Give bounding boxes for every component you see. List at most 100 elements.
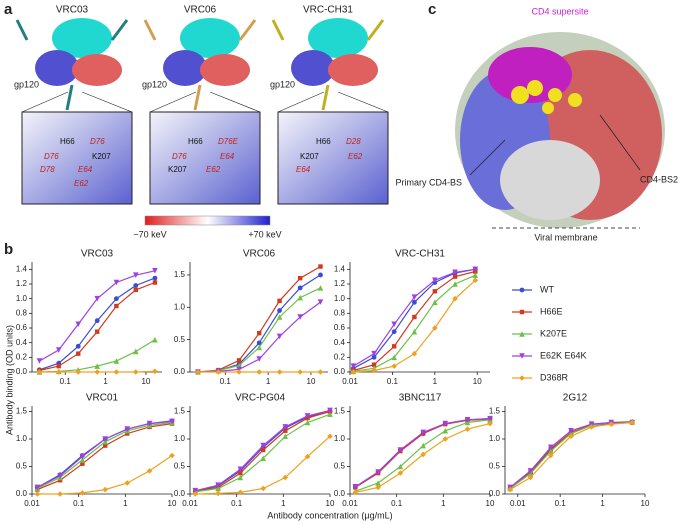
point <box>256 340 262 346</box>
point <box>317 299 324 305</box>
point <box>55 369 62 375</box>
point <box>113 358 120 364</box>
y-tick-label: 1.0 <box>334 294 346 303</box>
zoom-lines <box>149 91 261 113</box>
point <box>124 480 131 486</box>
point <box>79 457 86 463</box>
point <box>276 314 283 320</box>
point <box>487 420 493 427</box>
legend-label: H66E <box>540 306 563 316</box>
point <box>391 354 397 361</box>
y-tick-label: 1.4 <box>334 264 346 273</box>
point <box>132 272 139 278</box>
point <box>95 329 100 334</box>
series-line <box>39 281 156 372</box>
point <box>318 264 323 269</box>
gp120 <box>72 54 122 86</box>
pointer <box>599 114 641 171</box>
point <box>152 368 158 375</box>
point <box>276 369 283 375</box>
chart-title: 3BNC117 <box>399 393 442 404</box>
point <box>260 455 266 462</box>
point <box>94 318 100 324</box>
x-tick-label: 10 <box>486 499 495 508</box>
y-tick-label: 0.2 <box>334 352 346 361</box>
y-tick-label: 0.0 <box>334 367 346 376</box>
point <box>146 468 153 474</box>
x-tick-label: 1 <box>441 499 446 508</box>
point <box>397 447 404 453</box>
x-tick-label: 0.1 <box>60 377 72 386</box>
antibody <box>52 18 112 58</box>
antibody <box>180 18 240 58</box>
x-tick-label: 10 <box>307 377 316 386</box>
y-tick-label: 1.5 <box>489 407 501 416</box>
point <box>215 482 221 488</box>
point <box>420 429 426 436</box>
series-line <box>195 413 331 493</box>
point <box>432 325 438 331</box>
point <box>547 452 554 459</box>
point <box>317 285 324 291</box>
gp120 <box>35 50 79 86</box>
residue-label: D78 <box>40 165 55 174</box>
point <box>260 485 266 492</box>
inset <box>149 111 261 205</box>
chart-title: VRC-PG04 <box>235 393 285 404</box>
x-tick-label: 1 <box>433 377 438 386</box>
structure-title: VRC06 <box>184 5 217 16</box>
fab <box>271 19 385 111</box>
point <box>297 294 303 301</box>
point <box>352 484 359 490</box>
point <box>568 433 574 440</box>
y-tick-label: 1.5 <box>334 407 346 416</box>
point <box>102 443 108 448</box>
point <box>260 442 266 449</box>
gp120 <box>328 54 378 86</box>
point <box>146 420 153 427</box>
x-tick-label: 0.1 <box>220 377 232 386</box>
point <box>371 367 377 374</box>
y-tick-label: 1.0 <box>16 434 28 443</box>
point <box>507 486 513 493</box>
membrane-label: Viral membrane <box>534 232 597 242</box>
point <box>56 363 61 369</box>
y-tick-label: 0.6 <box>16 323 28 332</box>
residue-label: E64 <box>220 152 235 161</box>
colorbar-label: +70 keV <box>248 229 281 239</box>
residue-label: D76 <box>44 152 59 161</box>
point <box>472 277 479 284</box>
point <box>152 336 158 343</box>
point <box>420 451 426 458</box>
point <box>238 470 243 476</box>
x-tick-label: 0.01 <box>510 499 526 508</box>
point <box>371 354 377 360</box>
site-label: CD4-BS2 <box>640 174 678 184</box>
residue-label: H66 <box>316 137 331 146</box>
point <box>282 474 289 481</box>
y-tick-label: 1.5 <box>174 270 186 279</box>
y-tick-label: 0.0 <box>16 367 28 376</box>
point <box>327 433 333 440</box>
point <box>132 369 139 375</box>
pointer <box>469 139 506 176</box>
x-tick-label: 0.1 <box>231 499 243 508</box>
y-tick-label: 0.0 <box>174 489 186 498</box>
residue-label: E62 <box>348 152 363 161</box>
residue-label: E62 <box>206 165 221 174</box>
point <box>133 283 139 288</box>
series-line <box>37 421 173 490</box>
y-tick-label: 0.5 <box>174 335 186 344</box>
point <box>132 348 139 355</box>
point <box>80 461 85 466</box>
supersite-label: CD4 supersite <box>531 6 588 16</box>
point <box>350 363 357 369</box>
residue-label: K207 <box>92 152 111 161</box>
point <box>411 294 418 300</box>
legend-marker <box>519 287 525 293</box>
point <box>152 280 158 285</box>
chart-title: 2G12 <box>563 393 588 404</box>
point <box>169 452 175 459</box>
y-tick-label: 1.0 <box>489 434 501 443</box>
point <box>452 269 458 276</box>
